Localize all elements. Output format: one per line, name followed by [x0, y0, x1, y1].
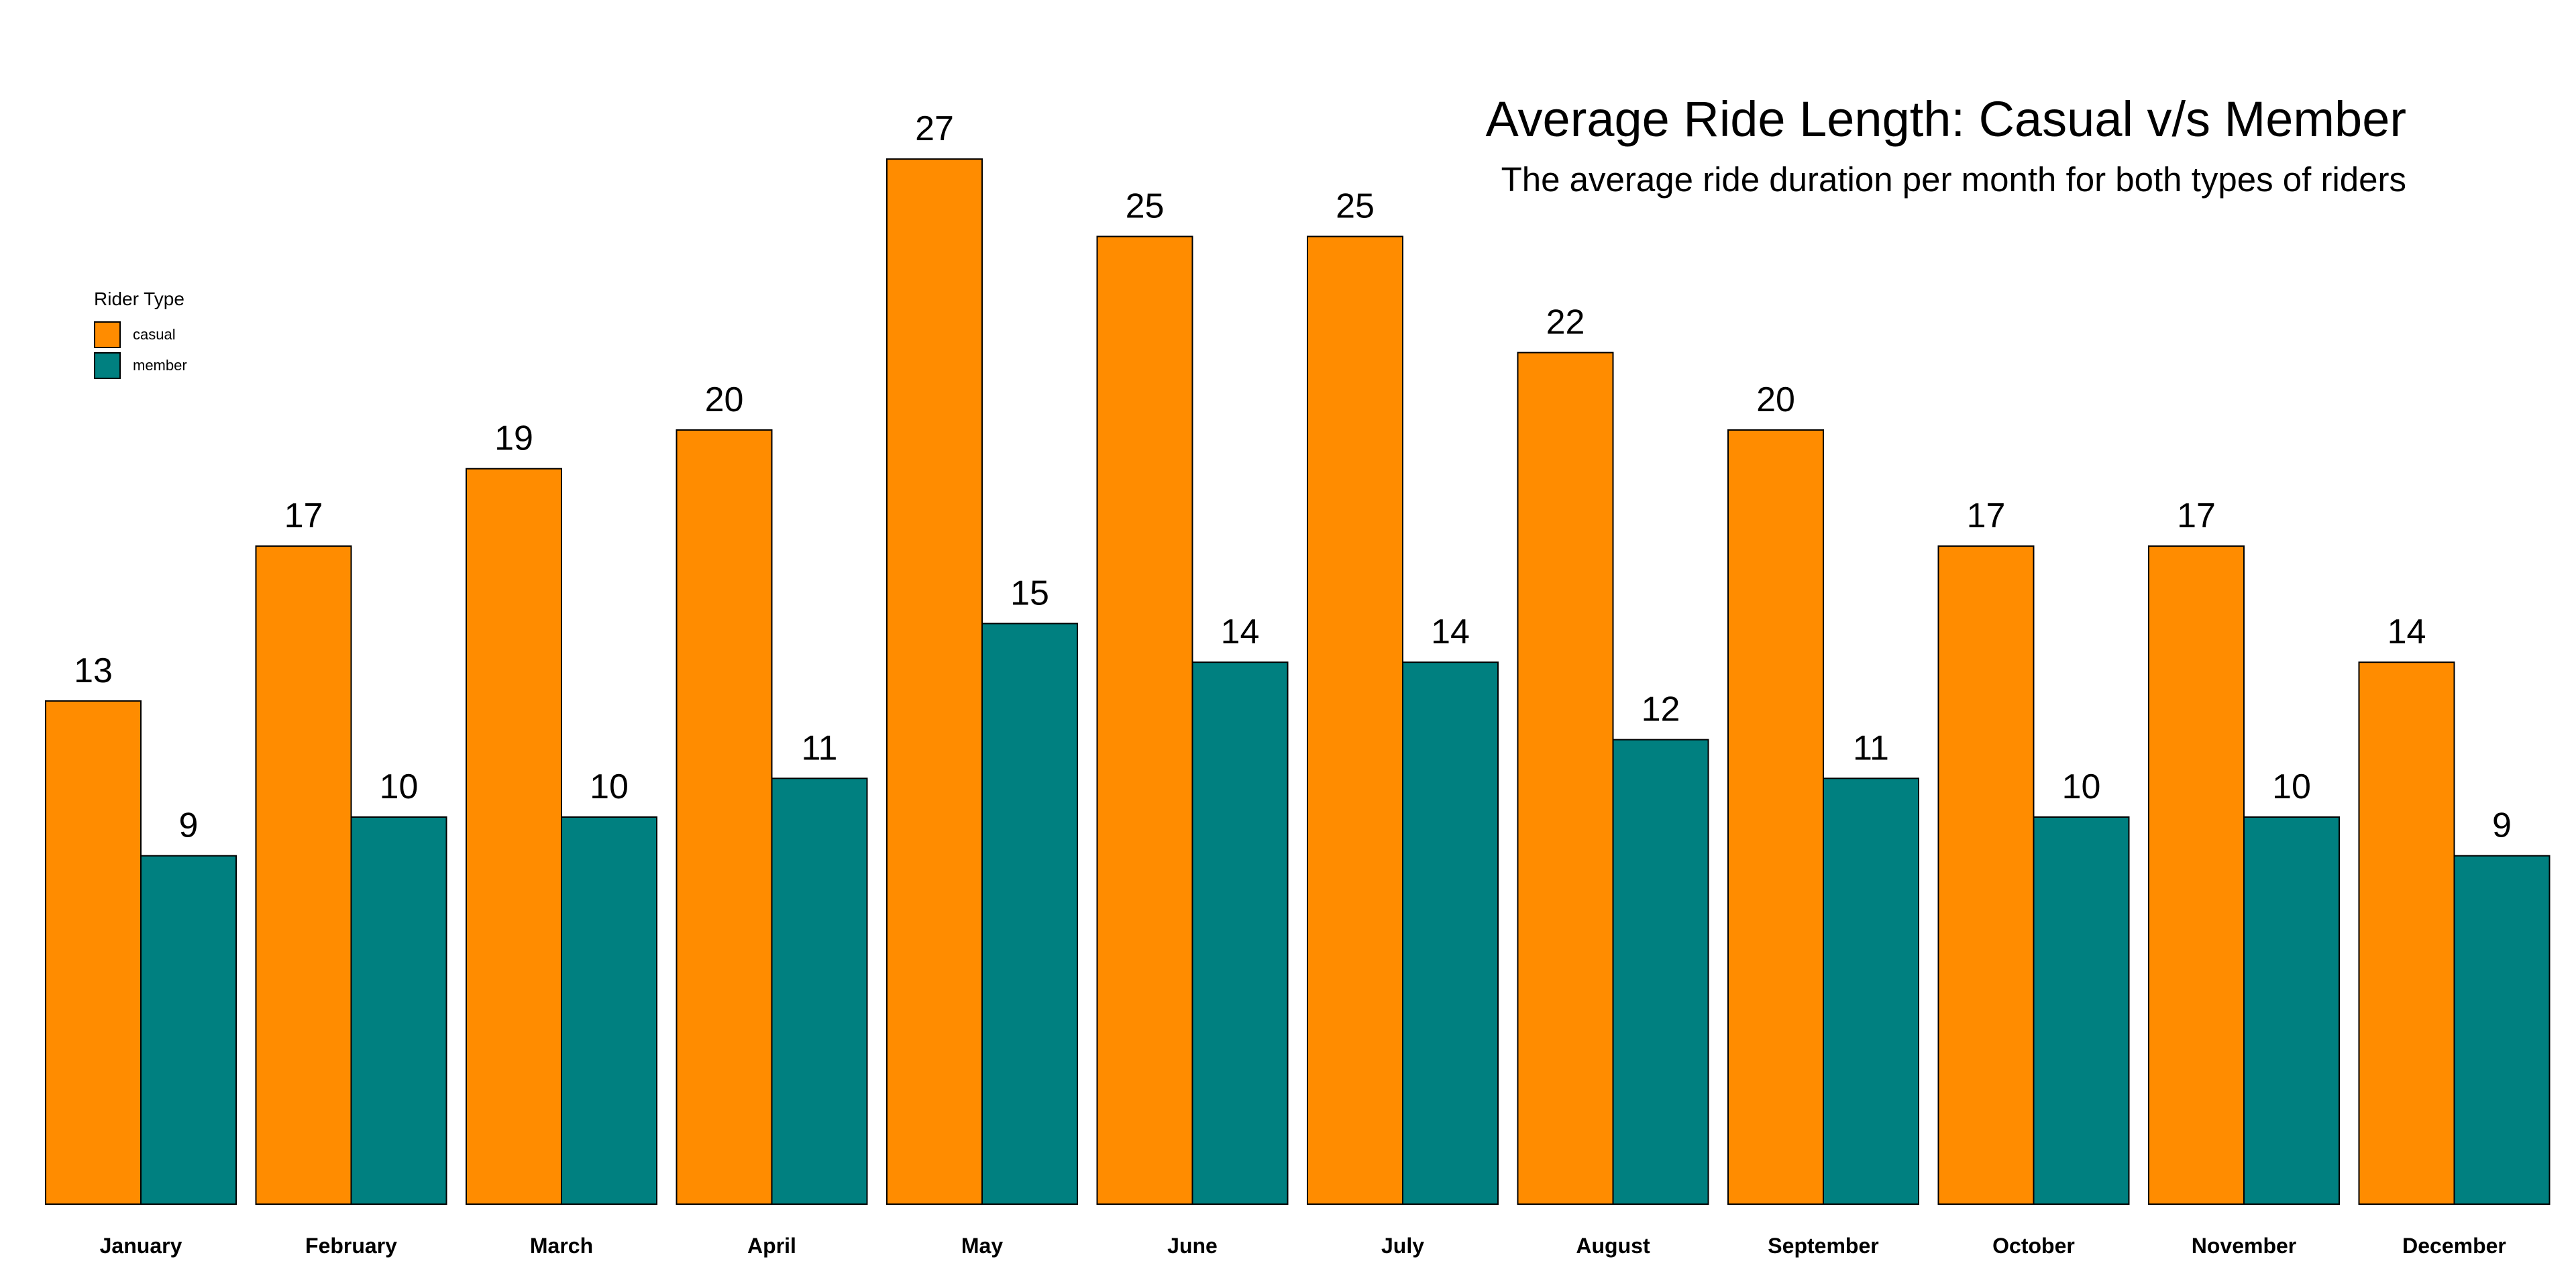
bar-casual-march — [466, 468, 562, 1205]
legend-label-member: member — [133, 357, 187, 374]
data-label-member-october: 10 — [2062, 767, 2101, 806]
bar-casual-may — [886, 158, 983, 1205]
x-axis-tick-labels: January February March April May June July Augu… — [100, 1234, 2506, 1258]
data-label-casual-october: 17 — [1967, 496, 2006, 535]
bars-group — [45, 158, 2551, 1205]
data-label-member-september: 11 — [1853, 729, 1889, 767]
bar-casual-february — [255, 545, 352, 1205]
data-label-member-may: 15 — [1010, 574, 1049, 613]
x-tick-label-july: July — [1381, 1234, 1424, 1258]
bar-casual-december — [2358, 661, 2455, 1205]
data-label-casual-january: 13 — [74, 651, 113, 690]
value-labels-group: 13 9 17 10 19 10 20 11 27 15 25 14 25 14 22 12 20 11 17 10 1… — [74, 109, 2512, 845]
bar-member-june — [1191, 661, 1289, 1205]
x-tick-label-november: November — [2192, 1234, 2297, 1258]
data-label-member-june: 14 — [1221, 612, 1260, 651]
data-label-member-february: 10 — [380, 767, 419, 806]
bar-casual-june — [1096, 235, 1193, 1205]
data-label-member-march: 10 — [590, 767, 629, 806]
legend-title: Rider Type — [94, 288, 184, 309]
data-label-member-january: 9 — [179, 806, 199, 845]
data-label-member-november: 10 — [2272, 767, 2311, 806]
bar-casual-august — [1517, 352, 1614, 1205]
data-label-member-december: 9 — [2492, 806, 2512, 845]
x-tick-label-december: December — [2402, 1234, 2506, 1258]
x-tick-label-march: March — [530, 1234, 593, 1258]
legend-swatch-casual — [94, 321, 121, 348]
x-tick-label-april: April — [747, 1234, 796, 1258]
data-label-casual-april: 20 — [705, 380, 744, 419]
x-tick-label-october: October — [1992, 1234, 2075, 1258]
legend-swatch-member — [94, 352, 121, 379]
chart-subtitle: The average ride duration per month for … — [1501, 160, 2406, 199]
bar-casual-october — [1937, 545, 2035, 1205]
bar-member-october — [2033, 816, 2130, 1205]
bar-member-august — [1612, 739, 1709, 1205]
bar-member-march — [561, 816, 657, 1205]
data-label-casual-september: 20 — [1756, 380, 1795, 419]
bar-member-november — [2243, 816, 2340, 1205]
data-label-casual-july: 25 — [1336, 187, 1375, 226]
data-label-member-july: 14 — [1431, 612, 1470, 651]
x-tick-label-june: June — [1167, 1234, 1218, 1258]
legend-label-casual: casual — [133, 326, 176, 343]
legend-item-casual: casual — [94, 319, 187, 350]
data-label-casual-december: 14 — [2387, 612, 2426, 651]
data-label-member-august: 12 — [1642, 690, 1680, 729]
x-tick-label-may: May — [961, 1234, 1003, 1258]
bar-member-december — [2453, 855, 2551, 1205]
bar-member-january — [140, 855, 237, 1205]
x-tick-label-january: January — [100, 1234, 182, 1258]
data-label-casual-february: 17 — [284, 496, 323, 535]
legend: Rider Type casual member — [94, 288, 187, 381]
legend-item-member: member — [94, 350, 187, 381]
bar-member-may — [981, 623, 1078, 1205]
bar-casual-november — [2148, 545, 2245, 1205]
data-label-casual-may: 27 — [915, 109, 954, 148]
data-label-casual-march: 19 — [494, 419, 533, 458]
x-tick-label-february: February — [305, 1234, 397, 1258]
data-label-casual-june: 25 — [1126, 187, 1165, 226]
bar-casual-september — [1727, 429, 1824, 1205]
bar-casual-january — [45, 700, 142, 1205]
x-tick-label-september: September — [1768, 1234, 1878, 1258]
chart-title: Average Ride Length: Casual v/s Member — [1485, 91, 2406, 147]
data-label-casual-august: 22 — [1546, 303, 1585, 342]
bar-member-july — [1402, 661, 1499, 1205]
data-label-casual-november: 17 — [2177, 496, 2216, 535]
x-tick-label-august: August — [1576, 1234, 1650, 1258]
bar-member-april — [771, 777, 868, 1205]
bar-casual-april — [676, 429, 773, 1205]
bar-member-september — [1823, 777, 1919, 1205]
bar-member-february — [350, 816, 447, 1205]
bar-casual-july — [1307, 235, 1403, 1205]
data-label-member-april: 11 — [802, 729, 838, 767]
